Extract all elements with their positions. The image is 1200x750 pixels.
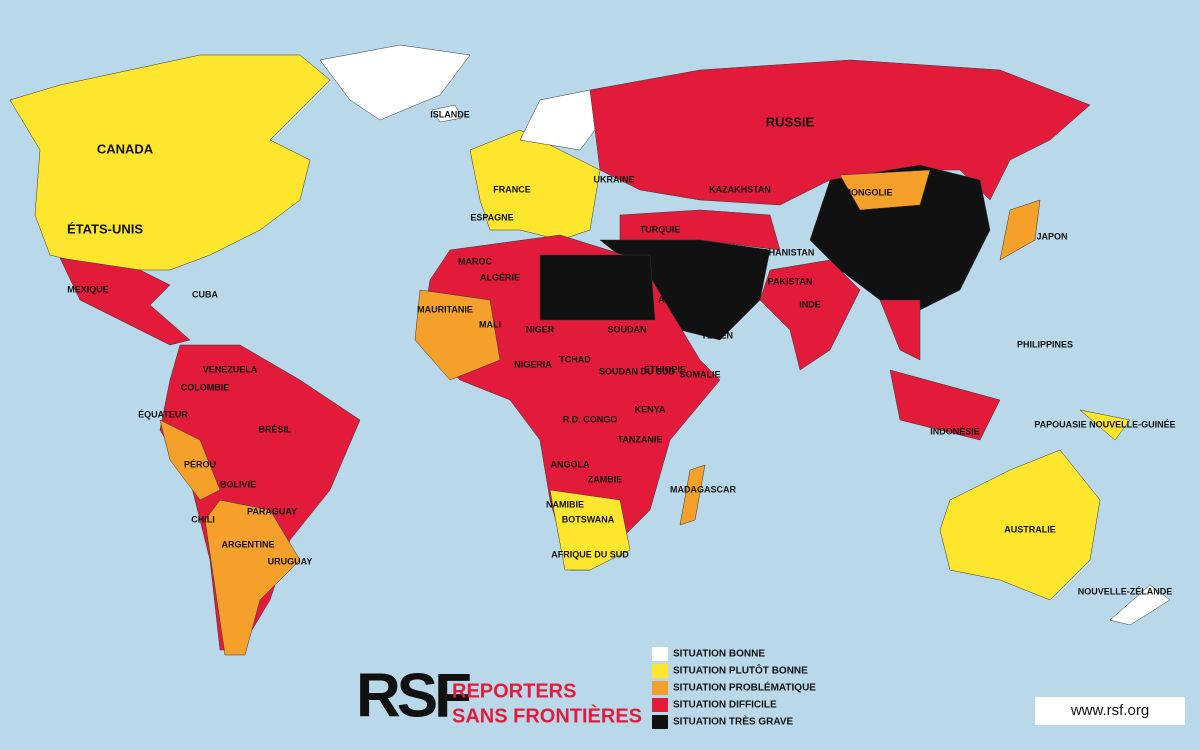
- legend-swatch: [652, 681, 668, 695]
- country-shape: [939, 449, 1101, 601]
- logo-mark: RSF: [356, 661, 470, 730]
- country-label: AUSTRALIE: [1004, 524, 1056, 534]
- country-label: KAZAKHSTAN: [709, 184, 771, 194]
- country-label: PAKISTAN: [768, 276, 813, 286]
- country-label: MAROC: [458, 256, 492, 266]
- country-label: MONGOLIE: [844, 187, 893, 197]
- country-label: LIBYE: [552, 289, 579, 299]
- logo-line2: SANS FRONTIÈRES: [452, 704, 642, 727]
- country-label: ESPAGNE: [470, 212, 513, 222]
- country-label: ÉTATS-UNIS: [67, 221, 143, 236]
- url: www.rsf.org: [1070, 702, 1149, 719]
- country-label: FRANCE: [493, 184, 531, 194]
- country-label: ZAMBIE: [588, 474, 623, 484]
- country-label: URUGUAY: [268, 556, 313, 566]
- country-label: COLOMBIE: [181, 382, 230, 392]
- country-shape: [159, 419, 221, 501]
- url-box: [1035, 697, 1185, 725]
- country-label: INDONÉSIE: [930, 426, 980, 436]
- country-shape: [431, 104, 463, 123]
- logo-line1: REPORTERS: [452, 680, 576, 702]
- country-shape: [1079, 409, 1131, 441]
- legend: SITUATION BONNE SITUATION PLUTÔT BONNE SIT…: [652, 647, 816, 729]
- country-label: ARABIE SAOUDITE: [658, 294, 742, 304]
- country-label: BOLIVIE: [220, 479, 256, 489]
- country-shape: [204, 499, 301, 656]
- country-shape: [889, 369, 1001, 441]
- country-label: MALI: [479, 319, 501, 329]
- country-shape: [549, 489, 631, 571]
- legend-label: SITUATION TRÈS GRAVE: [673, 715, 794, 728]
- country-label: SOUDAN: [607, 324, 646, 334]
- land: [9, 44, 1171, 656]
- country-label: NIGER: [526, 324, 555, 334]
- country-label: YÉMEN: [701, 330, 733, 340]
- country-shape: [759, 259, 861, 371]
- country-label: TURQUIE: [640, 224, 681, 234]
- country-label: ÉGYPTE: [597, 284, 634, 294]
- country-label: CANADA: [97, 141, 154, 156]
- country-label: PARAGUAY: [247, 506, 297, 516]
- country-label: CHINE: [875, 241, 916, 256]
- country-shape: [839, 169, 931, 211]
- country-shape: [1109, 584, 1171, 626]
- country-label: ÉTHIOPIE: [644, 364, 686, 374]
- country-label: SOMALIE: [679, 369, 720, 379]
- country-shape: [59, 257, 191, 346]
- country-label: PHILIPPINES: [1017, 339, 1073, 349]
- country-label: UKRAINE: [593, 174, 634, 184]
- country-label: ÉQUATEUR: [138, 409, 188, 419]
- country-label: NOUVELLE-ZÉLANDE: [1078, 586, 1173, 596]
- country-label: BOTSWANA: [562, 514, 615, 524]
- country-shape: [9, 54, 331, 271]
- country-shape: [999, 199, 1041, 261]
- country-label: NAMIBIE: [546, 499, 584, 509]
- country-label: IRAK: [682, 252, 704, 262]
- legend-label: SITUATION BONNE: [673, 649, 765, 660]
- country-label: ARGENTINE: [221, 539, 274, 549]
- country-label: AFGHANISTAN: [750, 247, 815, 257]
- legend-swatch: [652, 698, 668, 712]
- country-shape: [319, 44, 471, 121]
- legend-label: SITUATION PLUTÔT BONNE: [673, 664, 808, 677]
- country-label: MAURITANIE: [417, 304, 473, 314]
- country-label: INDE: [799, 299, 821, 309]
- country-label: KENYA: [635, 404, 666, 414]
- country-label: BRÉSIL: [258, 424, 292, 434]
- country-label: JAPON: [1036, 231, 1067, 241]
- legend-swatch: [652, 647, 668, 661]
- country-label: ISLANDE: [430, 109, 470, 119]
- country-label: R.D. CONGO: [563, 414, 618, 424]
- country-label: PÉROU: [184, 459, 216, 469]
- country-label: MEXIQUE: [67, 284, 109, 294]
- country-shape: [539, 254, 656, 321]
- country-label: SOUDAN DU SUD: [599, 366, 676, 376]
- country-shape: [679, 464, 706, 526]
- legend-swatch: [652, 664, 668, 678]
- country-label: PAPOUASIE NOUVELLE-GUINÉE: [1034, 419, 1175, 429]
- country-label: NIGERIA: [514, 359, 552, 369]
- country-label: CHILI: [191, 514, 215, 524]
- legend-label: SITUATION DIFFICILE: [673, 700, 777, 711]
- country-label: CUBA: [192, 289, 218, 299]
- country-label: TCHAD: [559, 354, 591, 364]
- country-shape: [414, 289, 501, 381]
- legend-swatch: [652, 715, 668, 729]
- country-label: IRAN: [724, 252, 746, 262]
- country-shape: [879, 299, 921, 361]
- country-label: ALGÉRIE: [480, 272, 520, 282]
- country-label: MADAGASCAR: [670, 484, 736, 494]
- labels: CANADA ÉTATS-UNIS MEXIQUE RUSSIE CHINE KAZAKH…: [67, 109, 1176, 596]
- country-label: ANGOLA: [551, 459, 590, 469]
- country-label: VENEZUELA: [203, 364, 258, 374]
- country-label: RUSSIE: [766, 114, 815, 129]
- legend-label: SITUATION PROBLÉMATIQUE: [673, 681, 816, 694]
- country-label: AFRIQUE DU SUD: [551, 549, 629, 559]
- country-label: TANZANIE: [618, 434, 663, 444]
